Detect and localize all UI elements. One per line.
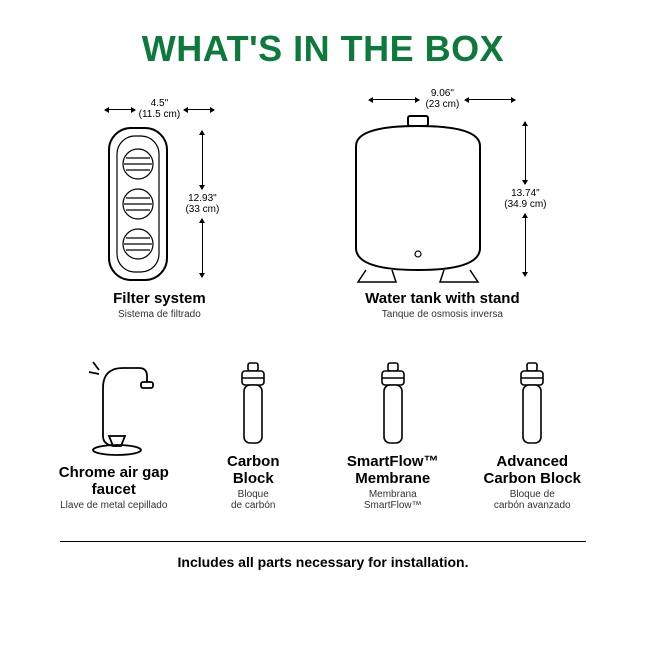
faucet-label-en: Chrome air gap faucet	[44, 464, 184, 498]
item-cartridge-2: Advanced Carbon Block Bloque de carbón a…	[463, 361, 603, 511]
tank-label-es: Tanque de osmosis inversa	[382, 309, 503, 320]
page-title: WHAT'S IN THE BOX	[40, 28, 606, 70]
row-accessories: Chrome air gap faucet Llave de metal cep…	[40, 358, 606, 511]
faucet-diagram	[69, 358, 159, 458]
filter-system-diagram	[99, 124, 177, 284]
tank-width-in: 9.06"	[431, 88, 454, 99]
tank-height-in: 13.74"	[511, 188, 540, 199]
cartridge-icon	[515, 361, 549, 447]
filter-label-en: Filter system	[113, 290, 206, 307]
filter-height-in: 12.93"	[188, 193, 217, 204]
tank-width-cm: (23 cm)	[425, 99, 459, 110]
item-tank: 9.06" (23 cm) 13.74" (34.9 cm)	[338, 88, 546, 320]
cartridge-2-label-en: Advanced Carbon Block	[483, 453, 581, 487]
tank-height-cm: (34.9 cm)	[504, 199, 546, 210]
tank-width-dim: 9.06" (23 cm)	[369, 88, 515, 110]
filter-label-es: Sistema de filtrado	[118, 309, 201, 320]
cartridge-2-label-es: Bloque de carbón avanzado	[494, 489, 571, 511]
filter-width-dim: 4.5" (11.5 cm)	[105, 98, 215, 120]
tank-diagram	[338, 114, 498, 284]
footer-note: Includes all parts necessary for install…	[60, 541, 586, 570]
cartridge-icon	[376, 361, 410, 447]
cartridge-0-label-en: Carbon Block	[227, 453, 280, 487]
item-faucet: Chrome air gap faucet Llave de metal cep…	[44, 358, 184, 511]
cartridge-1-label-en: SmartFlow™ Membrane	[347, 453, 439, 487]
faucet-label-es: Llave de metal cepillado	[60, 500, 167, 511]
cartridge-1-label-es: Membrana SmartFlow™	[364, 489, 422, 511]
tank-label-en: Water tank with stand	[365, 290, 519, 307]
row-main-items: 4.5" (11.5 cm) 12	[40, 88, 606, 320]
filter-width-in: 4.5"	[151, 98, 168, 109]
cartridge-0-label-es: Bloque de carbón	[231, 489, 275, 511]
item-filter-system: 4.5" (11.5 cm) 12	[99, 98, 219, 320]
item-cartridge-0: Carbon Block Bloque de carbón	[184, 361, 324, 511]
filter-width-cm: (11.5 cm)	[139, 109, 181, 120]
filter-height-cm: (33 cm)	[185, 204, 219, 215]
item-cartridge-1: SmartFlow™ Membrane Membrana SmartFlow™	[323, 361, 463, 511]
cartridge-icon	[236, 361, 270, 447]
